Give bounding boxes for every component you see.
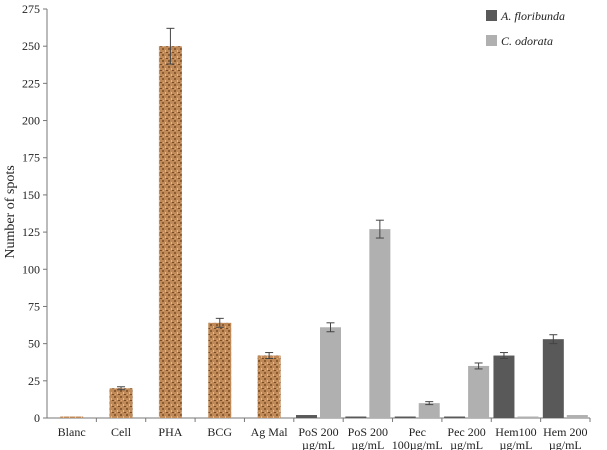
control-bar — [208, 322, 232, 418]
series-bar — [394, 416, 416, 418]
legend-label: C. odorata — [501, 34, 553, 48]
legend-swatch — [486, 35, 497, 46]
series-bar — [418, 403, 440, 418]
y-tick-label: 25 — [28, 374, 40, 388]
series-bar — [542, 339, 564, 418]
y-axis-label: Number of spots — [3, 165, 18, 258]
x-tick-label: PoS 200 — [348, 425, 388, 439]
y-tick-label: 125 — [22, 225, 40, 239]
legend-label: A. floribunda — [500, 9, 565, 23]
series-bar — [320, 327, 341, 418]
x-tick-label: BCG — [207, 425, 232, 439]
y-tick-label: 275 — [22, 2, 40, 16]
control-bar — [109, 388, 133, 418]
y-tick-label: 75 — [28, 299, 40, 313]
bars — [60, 27, 588, 418]
y-tick-label: 175 — [22, 151, 40, 165]
x-tick-label: µg/mL — [450, 438, 483, 450]
y-tick-label: 225 — [22, 76, 40, 90]
series-bar — [517, 416, 539, 418]
x-tick-label: Blanc — [58, 425, 86, 439]
legend-swatch — [486, 10, 497, 21]
series-bar — [296, 415, 317, 418]
x-tick-label: Hem 200 — [543, 425, 587, 439]
series-bar — [468, 365, 490, 418]
x-tick-label: Pec 200 — [447, 425, 485, 439]
x-tick-label: Pec — [409, 425, 426, 439]
x-tick-label: PoS 200 — [298, 425, 338, 439]
y-tick-label: 250 — [22, 39, 40, 53]
y-tick-label: 200 — [22, 114, 40, 128]
x-tick-label: Ag Mal — [251, 425, 289, 439]
control-bar — [158, 46, 182, 418]
y-tick-label: 0 — [34, 411, 40, 425]
series-bar — [493, 355, 515, 418]
series-bar — [345, 416, 367, 418]
x-tick-label: µg/mL — [549, 438, 582, 450]
control-bar — [257, 355, 281, 418]
series-bar — [369, 229, 391, 418]
x-tick-label: µg/mL — [499, 438, 532, 450]
control-bar — [60, 416, 84, 418]
legend: A. floribunda C. odorata — [486, 9, 565, 48]
axes: 0 25 50 75 100 125 150 175 200 225 250 275 Blanc Cell… — [22, 2, 591, 450]
y-tick-label: 150 — [22, 188, 40, 202]
series-bar — [566, 415, 588, 418]
x-tick-label: PHA — [158, 425, 182, 439]
x-tick-label: µg/mL — [351, 438, 384, 450]
x-tick-label: Hem100 — [495, 425, 536, 439]
y-tick-label: 50 — [28, 337, 40, 351]
x-tick-label: Cell — [111, 425, 132, 439]
series-bar — [444, 416, 466, 418]
x-tick-label: 100µg/mL — [392, 438, 443, 450]
x-tick-label: µg/mL — [302, 438, 335, 450]
y-tick-label: 100 — [22, 262, 40, 276]
